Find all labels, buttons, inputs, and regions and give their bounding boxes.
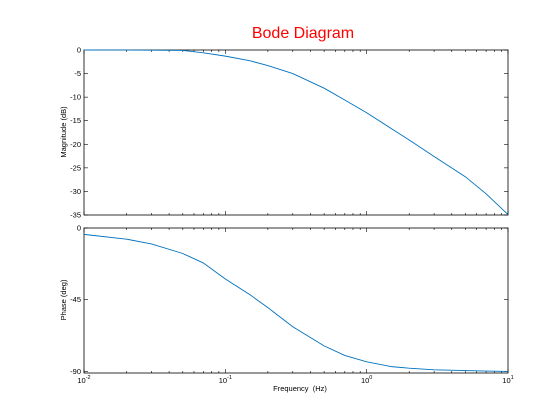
magnitude-y-tick-label: -20 — [70, 140, 81, 149]
magnitude-series-line — [83, 49, 509, 215]
phase-x-tick-label: 100 — [361, 375, 372, 385]
phase-series-line — [83, 233, 509, 372]
magnitude-y-tick-label: -15 — [70, 116, 81, 125]
frequency-x-label: Frequency (Hz) — [273, 384, 327, 393]
magnitude-plot: Magnitude (dB) 0 -5 -10 -15 -20 -25 -30 -35 — [59, 46, 509, 220]
phase-y-tick-label: -45 — [70, 295, 81, 304]
phase-axes-box — [83, 227, 509, 374]
magnitude-y-tick-label: -10 — [70, 93, 81, 102]
phase-y-tick-label: -90 — [70, 367, 81, 376]
magnitude-y-label: Magnitude (dB) — [59, 106, 68, 158]
phase-x-tick-label: 101 — [502, 375, 513, 385]
phase-y-tick-label: 0 — [77, 224, 81, 233]
phase-y-label: Phase (deg) — [59, 279, 68, 320]
magnitude-axes-box — [83, 49, 509, 216]
chart-title: Bode Diagram — [252, 25, 354, 42]
magnitude-y-tick-label: -30 — [70, 187, 81, 196]
magnitude-y-tick-label: -35 — [70, 211, 81, 220]
phase-x-tick-label: 10-2 — [77, 375, 90, 385]
magnitude-y-tick-label: -5 — [74, 69, 81, 78]
magnitude-y-tick-label: -25 — [70, 163, 81, 172]
magnitude-y-tick-label: 0 — [77, 46, 81, 55]
phase-x-tick-label: 10-1 — [219, 375, 232, 385]
